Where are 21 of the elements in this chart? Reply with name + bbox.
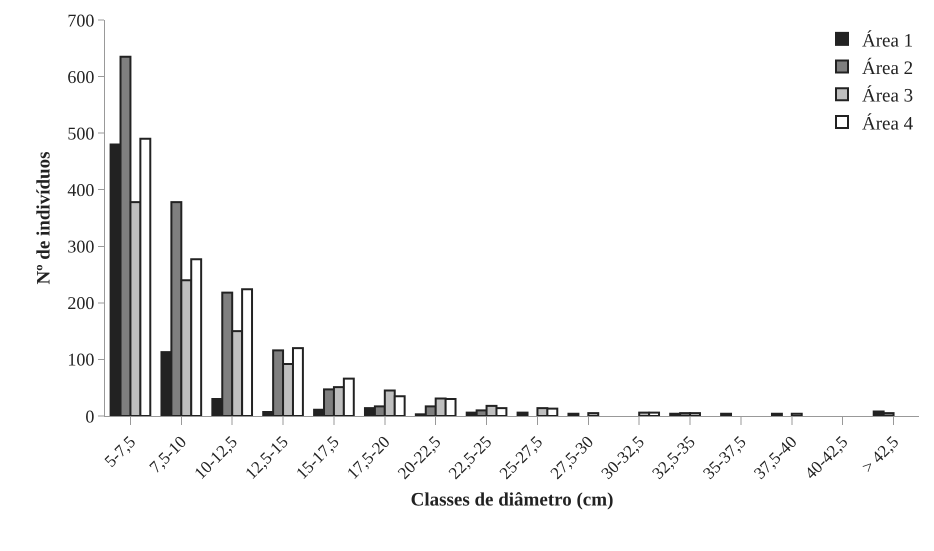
y-tick-label: 600	[67, 66, 94, 87]
y-tick-label: 500	[67, 123, 94, 144]
legend-label: Área 4	[862, 112, 914, 134]
legend-label: Área 3	[862, 84, 914, 107]
legend-label: Área 2	[862, 56, 914, 79]
y-tick-label: 400	[67, 180, 94, 200]
x-tick-label: > 42,5	[858, 432, 902, 477]
y-axis-title: Nº de indivíduos	[33, 152, 54, 284]
y-tick-label: 200	[67, 293, 94, 314]
bar	[720, 412, 732, 416]
bar	[587, 412, 600, 416]
y-tick-label: 300	[67, 236, 94, 257]
y-tick-label: 700	[67, 10, 94, 30]
x-axis-title: Classes de diâmetro (cm)	[410, 490, 614, 511]
bar	[567, 412, 580, 416]
y-tick-label: 100	[67, 350, 94, 370]
bar	[516, 412, 529, 416]
bar	[770, 412, 783, 416]
bar	[790, 412, 803, 416]
y-tick-label: 0	[85, 406, 94, 426]
legend-label: Área 1	[862, 29, 914, 52]
